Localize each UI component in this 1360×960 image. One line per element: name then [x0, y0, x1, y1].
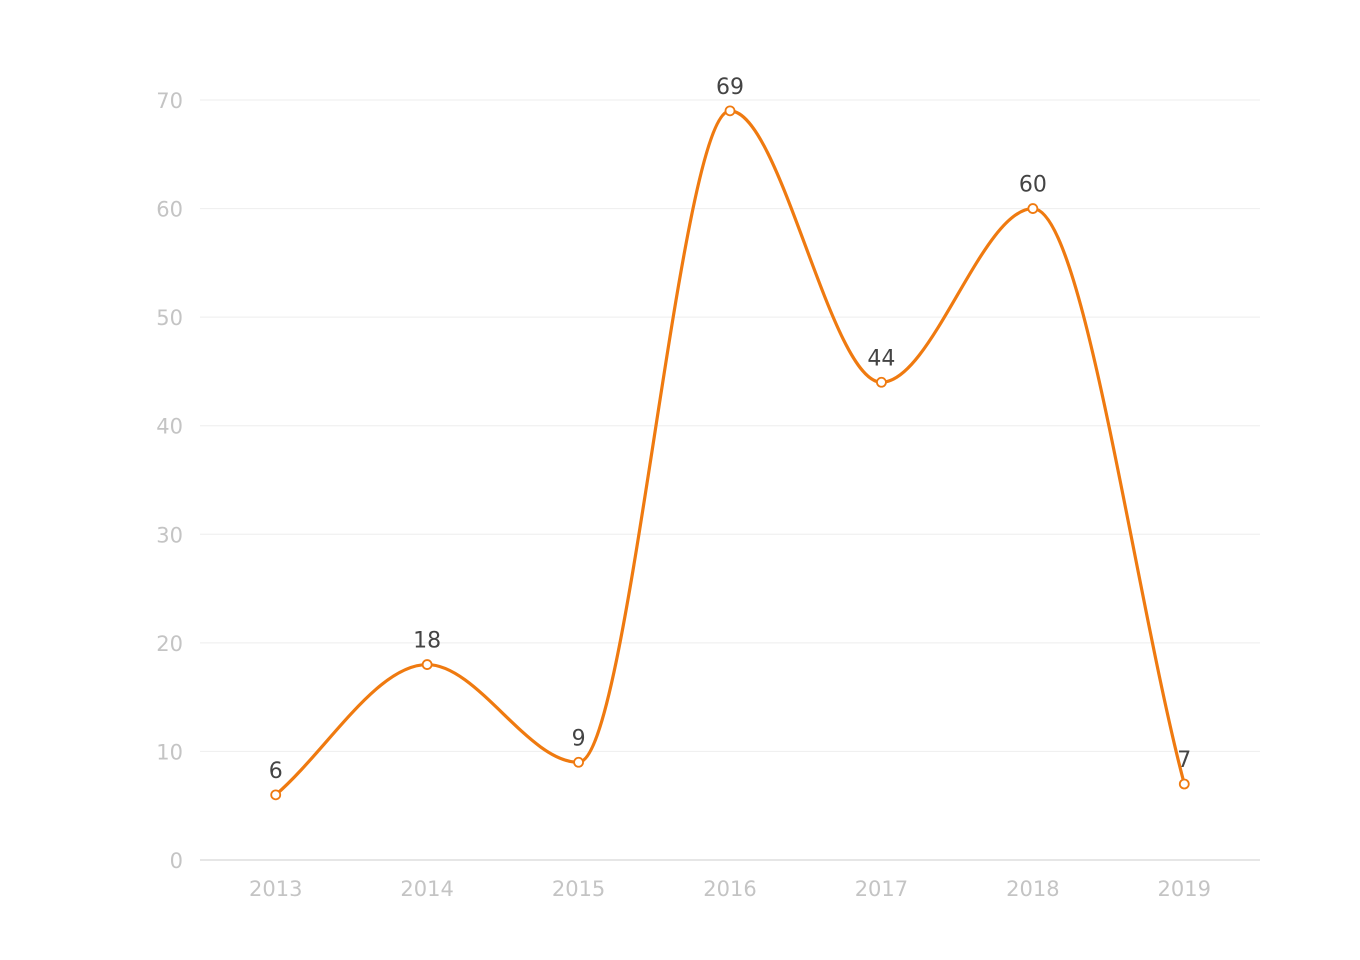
- series: [270, 105, 1190, 801]
- y-tick-label: 60: [156, 198, 183, 222]
- data-point[interactable]: [421, 659, 433, 670]
- data-label: 7: [1177, 748, 1191, 773]
- y-tick-label: 40: [156, 415, 183, 439]
- series-line: [274, 109, 1186, 797]
- x-tick-label: 2013: [249, 877, 302, 901]
- x-tick-label: 2014: [400, 877, 453, 901]
- x-axis: 2013 2014 2015 2016 2017 2018 2019: [249, 877, 1211, 901]
- data-labels: 6 18 9 69 44 60 7: [269, 75, 1192, 784]
- data-point[interactable]: [1178, 778, 1190, 790]
- data-label: 44: [867, 346, 895, 371]
- data-label: 69: [716, 75, 744, 100]
- data-point[interactable]: [724, 105, 736, 117]
- data-label: 60: [1019, 173, 1047, 198]
- data-label: 18: [413, 629, 441, 654]
- gridlines: [200, 99, 1260, 861]
- y-axis: 0 10 20 30 40 50 60 70: [156, 89, 183, 873]
- data-point[interactable]: [876, 376, 887, 388]
- data-point[interactable]: [270, 789, 282, 801]
- x-tick-label: 2015: [552, 877, 605, 901]
- x-tick-label: 2018: [1006, 877, 1059, 901]
- y-tick-label: 10: [156, 740, 183, 764]
- data-point[interactable]: [1027, 203, 1039, 214]
- y-tick-label: 0: [170, 849, 183, 873]
- x-tick-label: 2016: [703, 877, 756, 901]
- data-label: 6: [269, 759, 283, 784]
- y-tick-label: 50: [156, 306, 183, 330]
- y-tick-label: 70: [156, 89, 183, 113]
- y-tick-label: 20: [156, 632, 183, 656]
- data-point[interactable]: [573, 756, 584, 768]
- y-tick-label: 30: [156, 523, 183, 547]
- x-tick-label: 2019: [1158, 877, 1211, 901]
- data-label: 9: [572, 726, 586, 751]
- x-tick-label: 2017: [855, 877, 908, 901]
